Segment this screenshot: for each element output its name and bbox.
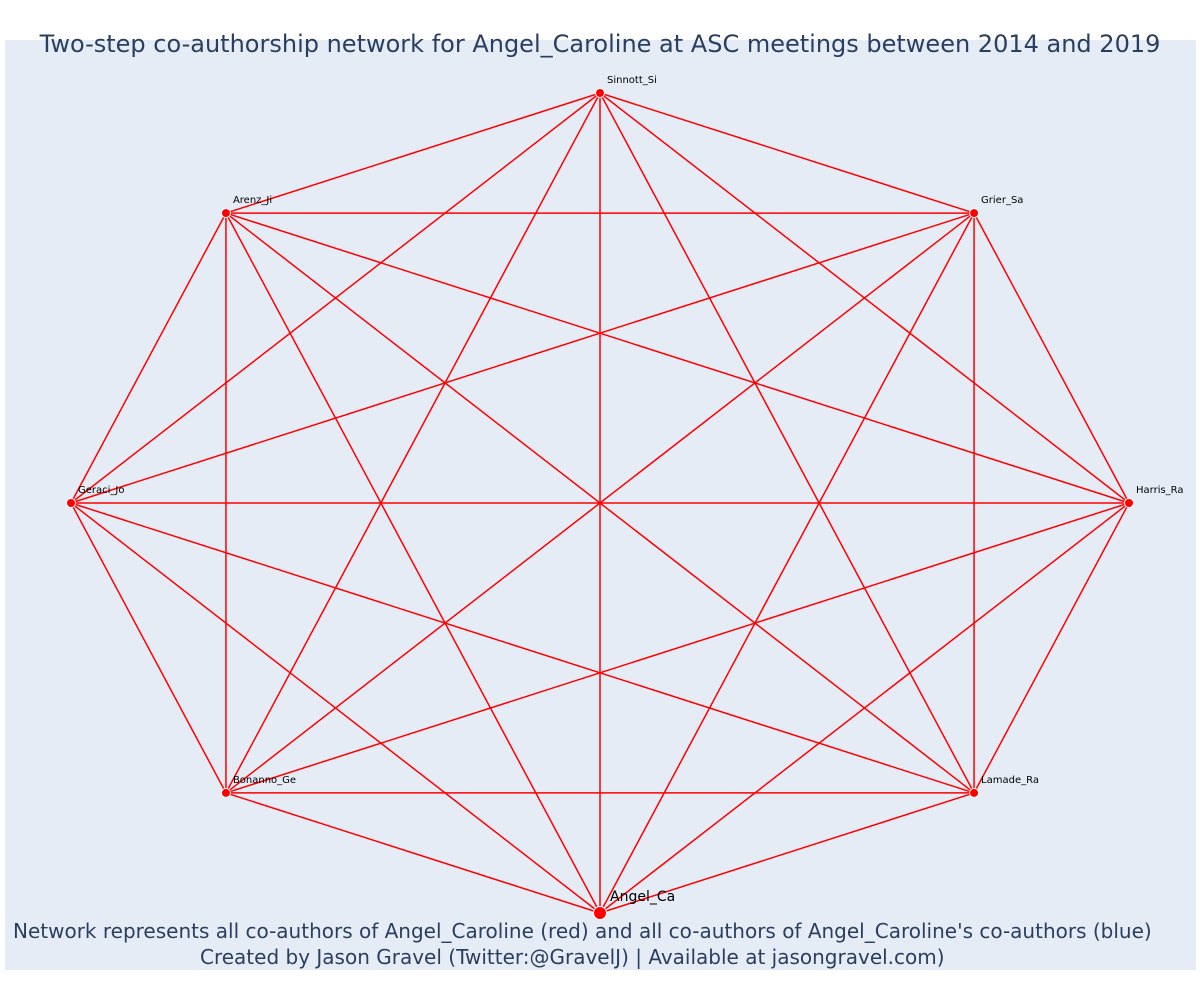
node-label-geraci: Geraci_Jo (78, 485, 124, 496)
node-label-sinnott: Sinnott_Si (607, 75, 657, 86)
caption-description: Network represents all co-authors of Ang… (13, 919, 1152, 943)
edge-sinnott-lamade (599, 92, 975, 794)
edge-grier-angel (599, 212, 975, 914)
node-label-grier: Grier_Sa (981, 195, 1023, 206)
nodes-layer (66, 88, 1134, 920)
edge-angel-bonanno (225, 792, 601, 914)
edge-harris-arenz (225, 212, 1130, 504)
node-label-arenz: Arenz_Ji (233, 195, 272, 206)
edge-grier-geraci (70, 212, 975, 504)
edge-geraci-arenz (70, 212, 227, 504)
edges-layer (70, 92, 1130, 914)
edge-harris-bonanno (225, 502, 1130, 794)
node-label-lamade: Lamade_Ra (981, 775, 1039, 786)
edge-sinnott-bonanno (225, 92, 601, 794)
node-harris[interactable] (1124, 498, 1134, 508)
node-label-bonanno: Bonanno_Ge (233, 775, 296, 786)
edge-lamade-arenz (225, 212, 975, 794)
edge-angel-geraci (70, 502, 601, 914)
node-bonanno[interactable] (220, 787, 231, 798)
edge-sinnott-arenz (225, 92, 601, 214)
edge-lamade-angel (599, 792, 975, 914)
edge-grier-harris (973, 212, 1130, 504)
labels-layer: Sinnott_Si Grier_Sa Harris_Ra Lamade_Ra Ange… (78, 75, 1184, 905)
edge-sinnott-grier (599, 92, 975, 214)
node-label-harris: Harris_Ra (1136, 485, 1184, 496)
edge-bonanno-geraci (70, 502, 227, 794)
node-grier[interactable] (969, 208, 980, 219)
caption-credit: Created by Jason Gravel (Twitter:@Gravel… (200, 945, 945, 969)
node-geraci[interactable] (66, 498, 76, 508)
node-angel[interactable] (593, 906, 607, 920)
edge-angel-arenz (225, 212, 601, 914)
chart-title: Two-step co-authorship network for Angel… (39, 30, 1161, 58)
node-sinnott[interactable] (595, 88, 605, 98)
node-lamade[interactable] (969, 787, 980, 798)
node-label-angel: Angel_Ca (610, 889, 675, 905)
node-arenz[interactable] (220, 208, 231, 219)
edge-lamade-geraci (70, 502, 975, 794)
edge-harris-lamade (973, 502, 1130, 794)
